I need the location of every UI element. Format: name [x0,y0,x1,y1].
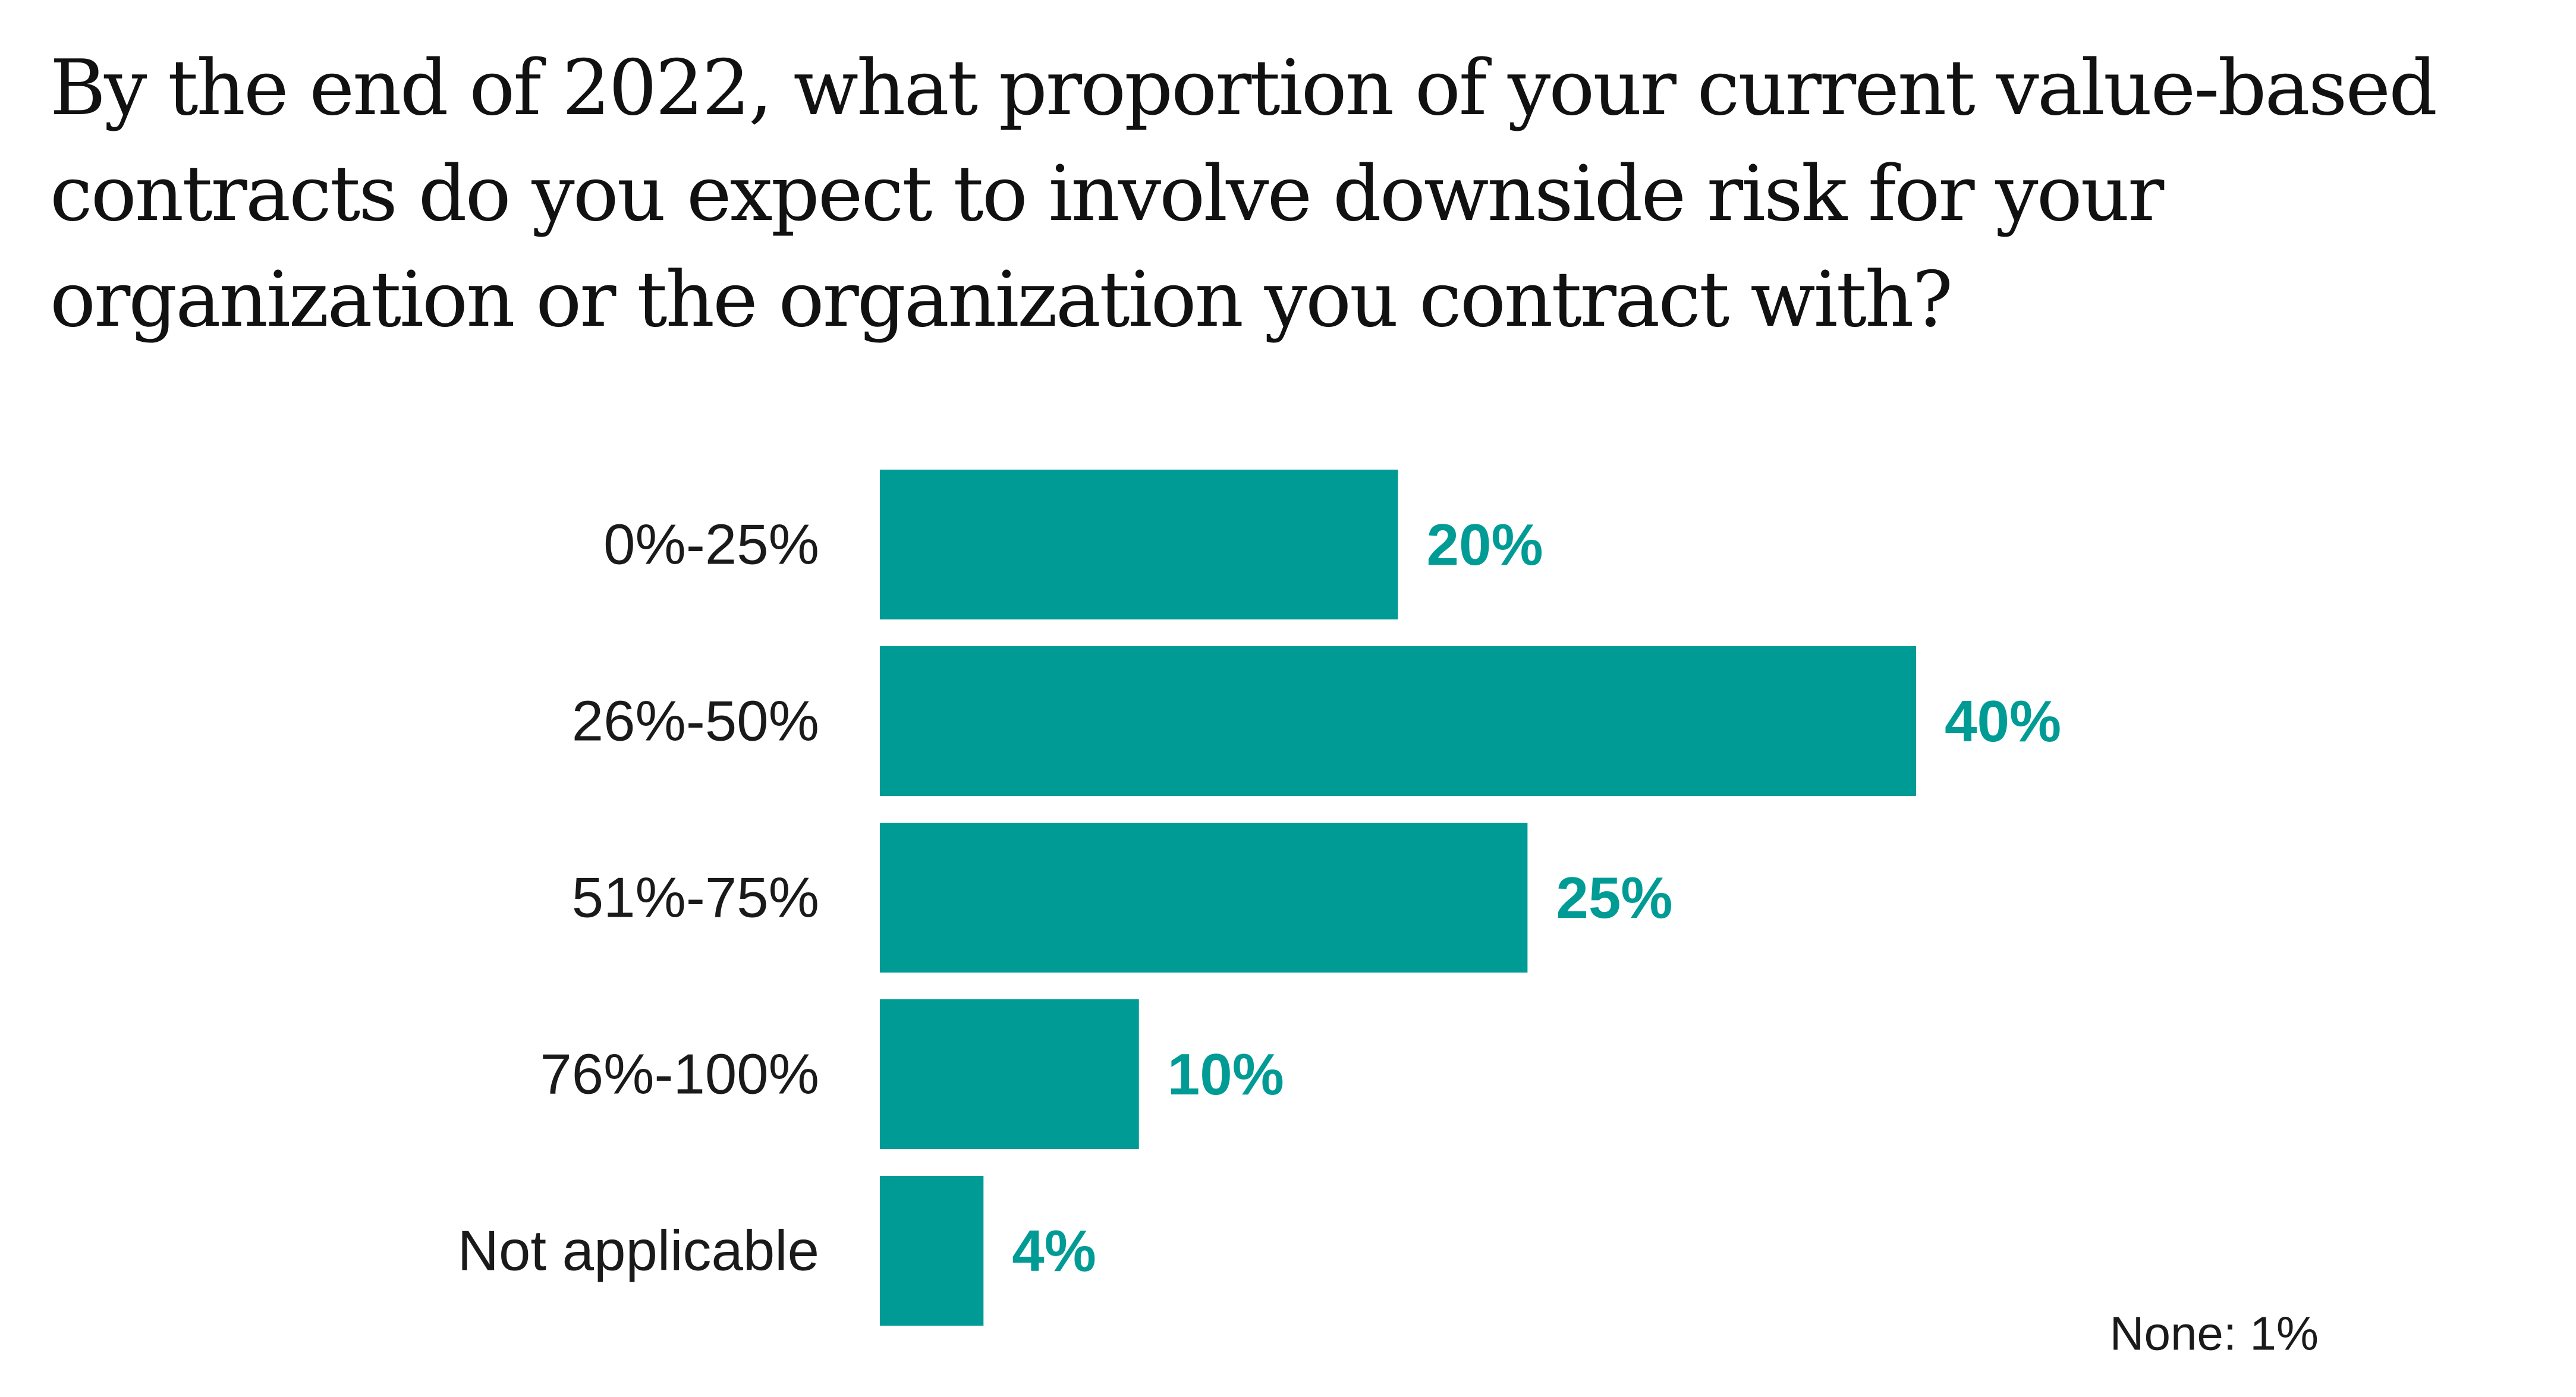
category-label: 51%-75% [572,866,819,930]
value-label: 25% [1556,865,1672,930]
value-label: 20% [1427,512,1543,577]
bar-1 [880,646,1916,796]
value-label: 10% [1168,1042,1284,1107]
bar-0 [880,470,1398,619]
category-label: Not applicable [458,1219,819,1283]
value-label: 40% [1945,688,2061,754]
bar-4 [880,1176,984,1326]
bar-2 [880,823,1528,973]
chart-title: By the end of 2022, what proportion of y… [50,44,2437,344]
value-labels-group: 20% 40% 25% 10% 4% [1012,512,2061,1283]
category-label: 0%-25% [603,513,819,577]
category-label: 26%-50% [572,690,819,753]
footnote-annotation: None: 1% [2110,1307,2319,1360]
category-label: 76%-100% [540,1043,819,1106]
category-labels-group: 0%-25% 26%-50% 51%-75% 76%-100% Not applicab… [458,513,819,1283]
value-label: 4% [1012,1218,1096,1283]
bars-group [880,470,1916,1326]
bar-3 [880,999,1139,1149]
